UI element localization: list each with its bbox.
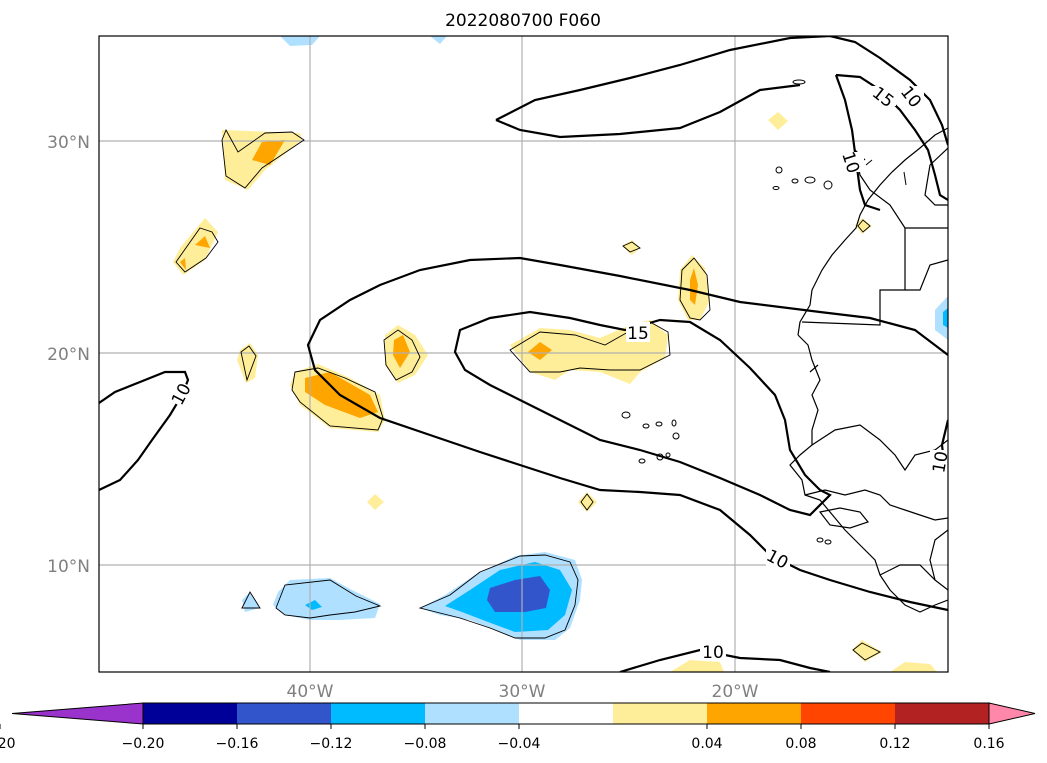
positive-blob (578, 492, 597, 512)
negative-blob (273, 578, 380, 620)
colorbar-swatch (519, 703, 614, 724)
shade-outlines (175, 128, 881, 661)
contour-10-top-inner (495, 83, 801, 139)
negative-core (943, 308, 948, 328)
coastlines (789, 127, 948, 613)
shaded-fields (173, 36, 948, 672)
colorbar-tick-label: 0.16 (973, 736, 1004, 752)
negative-core-deep (487, 576, 550, 612)
contour-lines (99, 36, 948, 672)
positive-blob (237, 343, 258, 383)
positive-core (690, 268, 698, 305)
positive-blob (768, 112, 788, 130)
contour-10-right (835, 73, 948, 201)
negative-blob (242, 592, 260, 612)
positive-blob (367, 494, 384, 510)
positive-blob (855, 218, 872, 234)
islands (621, 79, 907, 545)
colorbar-swatch (895, 703, 990, 724)
colorbar-swatch (143, 703, 238, 724)
colorbar: −0.20 −0.16 −0.12 −0.08 −0.04 0.04 0.08 0.12 0.1… (0, 702, 1036, 752)
negative-core (305, 600, 322, 610)
positive-core (528, 342, 552, 360)
negative-blob (935, 296, 948, 340)
positive-core (393, 335, 410, 368)
colorbar-extend-high (988, 702, 1036, 725)
lon-label: 30°W (499, 682, 546, 702)
contour-10-top (495, 36, 948, 146)
map-title: 2022080700 F060 (445, 11, 601, 31)
contour-15-outer (306, 256, 948, 612)
colorbar-tick-label: 0.12 (879, 736, 910, 752)
positive-core (252, 140, 285, 165)
contour-10-bottom (619, 648, 831, 672)
map-frame (98, 35, 949, 673)
lat-label: 30°N (47, 133, 90, 153)
colorbar-tick-label: −0.12 (310, 736, 353, 752)
lon-label: 20°W (712, 682, 759, 702)
colorbar-tick-label: 0.08 (785, 736, 816, 752)
negative-blob (280, 36, 320, 46)
colorbar-tick-label: 0.04 (691, 736, 722, 752)
lat-label: 20°N (47, 345, 90, 365)
colorbar-swatch (425, 703, 520, 724)
map-area: 10 15 10 10 15 10 10 10 (99, 36, 952, 672)
colorbar-outline (142, 702, 990, 725)
colorbar-swatch (707, 703, 802, 724)
positive-core (180, 258, 186, 270)
contour-label: 15 (627, 324, 649, 344)
colorbar-swatch (613, 703, 708, 724)
lat-label: 10°N (47, 557, 90, 577)
colorbar-tick-label: 0.20 (0, 736, 16, 752)
colorbar-extend-low (11, 702, 144, 725)
lon-label: 40°W (287, 682, 334, 702)
colorbar-tick-label: −0.08 (404, 736, 447, 752)
negative-blob (430, 36, 447, 44)
colorbar-swatch (237, 703, 332, 724)
contour-label: 10 (929, 450, 952, 475)
colorbar-tick-label: −0.04 (498, 736, 541, 752)
contour-15-inner (453, 310, 832, 517)
colorbar-swatch (331, 703, 426, 724)
positive-blob (622, 240, 640, 255)
colorbar-tick-label: −0.20 (122, 736, 165, 752)
positive-blob (890, 662, 937, 672)
contour-label: 10 (702, 643, 724, 663)
positive-blob (670, 660, 724, 672)
colorbar-swatch (801, 703, 896, 724)
positive-core (195, 236, 210, 248)
colorbar-tick-label: −0.16 (216, 736, 259, 752)
